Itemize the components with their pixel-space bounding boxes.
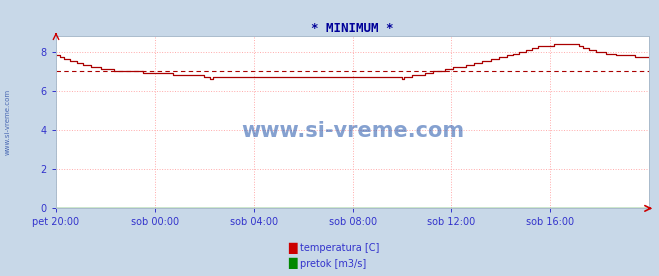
- Text: www.si-vreme.com: www.si-vreme.com: [241, 121, 464, 141]
- Text: █: █: [288, 243, 297, 254]
- Text: www.si-vreme.com: www.si-vreme.com: [5, 88, 11, 155]
- Text: pretok [m3/s]: pretok [m3/s]: [300, 259, 366, 269]
- Title: * MINIMUM *: * MINIMUM *: [311, 22, 394, 35]
- Text: █: █: [288, 258, 297, 269]
- Text: temperatura [C]: temperatura [C]: [300, 243, 379, 253]
